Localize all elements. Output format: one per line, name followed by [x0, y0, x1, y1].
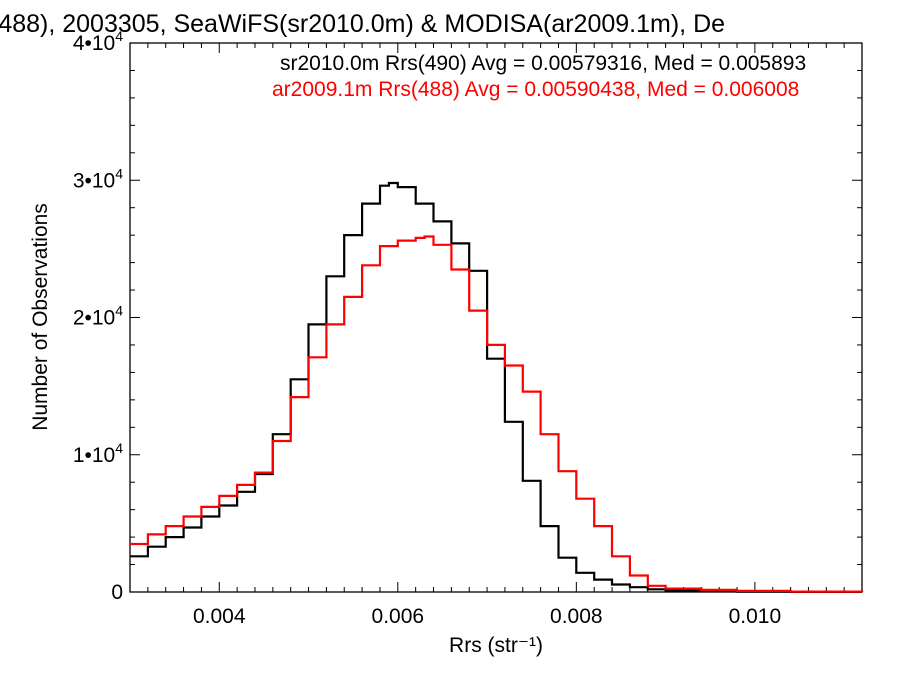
x-axis-label: Rrs (str⁻¹) — [449, 634, 543, 657]
y-tick-label: 2•104 — [73, 303, 123, 330]
x-tick-label: 0.010 — [729, 605, 782, 628]
y-tick-label: 1•104 — [73, 440, 123, 467]
x-tick-label: 0.008 — [550, 605, 603, 628]
chart-title: (488), 2003305, SeaWiFS(sr2010.0m) & MOD… — [0, 10, 725, 38]
legend-entry-sr2010: sr2010.0m Rrs(490) Avg = 0.00579316, Med… — [280, 52, 806, 75]
x-axis: 0.004 0.006 0.008 0.010 — [129, 43, 863, 628]
series-line-sr2010 — [130, 181, 864, 593]
legend-entry-ar2009: ar2009.1m Rrs(488) Avg = 0.00590438, Med… — [272, 78, 799, 101]
legend: sr2010.0m Rrs(490) Avg = 0.00579316, Med… — [272, 52, 806, 101]
y-tick-label: 4•104 — [73, 28, 123, 55]
x-tick-label: 0.004 — [193, 605, 246, 628]
series-line-ar2009 — [130, 235, 864, 593]
plot-frame — [129, 42, 863, 593]
y-tick-label: 3•104 — [73, 165, 123, 192]
plot-border — [129, 42, 863, 593]
x-tick-label: 0.006 — [372, 605, 425, 628]
y-axis: 0 1•104 2•104 3•104 4•104 — [73, 28, 862, 604]
series-layer — [130, 181, 864, 593]
y-axis-label: Number of Observations — [29, 203, 52, 431]
y-tick-label: 0 — [111, 581, 123, 604]
